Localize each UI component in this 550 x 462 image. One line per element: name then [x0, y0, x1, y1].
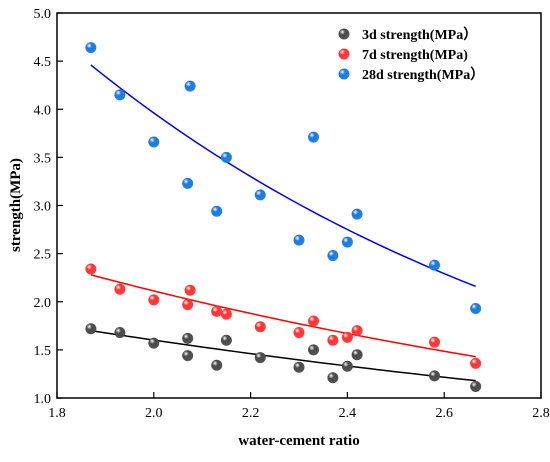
x-tick-label: 2.4: [339, 406, 357, 421]
y-tick-label: 1.0: [34, 392, 52, 407]
data-point: [429, 259, 441, 271]
x-tick-label: 2.0: [145, 406, 163, 421]
data-point: [184, 284, 196, 296]
y-axis: 1.0 1.5 2.0 2.5 3.0 3.5 4.0 4.5 5.0: [34, 7, 63, 407]
fit-lines: [90, 64, 476, 382]
data-point: [148, 294, 160, 306]
data-point: [470, 357, 482, 369]
data-point: [429, 370, 441, 382]
data-point: [114, 327, 126, 339]
data-point: [254, 352, 266, 364]
data-points: [85, 42, 482, 392]
y-tick-label: 2.5: [34, 248, 52, 263]
data-point: [211, 359, 223, 371]
data-point: [220, 151, 232, 163]
data-point: [85, 263, 97, 275]
y-tick-label: 4.0: [34, 103, 52, 118]
x-axis: 1.8 2.0 2.2 2.4 2.6 2.8: [48, 392, 550, 421]
data-point: [470, 302, 482, 314]
y-tick-label: 4.5: [34, 55, 52, 70]
data-point: [148, 337, 160, 349]
data-point: [327, 250, 339, 262]
data-point: [254, 321, 266, 333]
y-axis-title: strength(MPa): [8, 158, 24, 252]
data-point: [429, 336, 441, 348]
data-point: [341, 236, 353, 248]
data-point: [293, 234, 305, 246]
legend-marker: [338, 68, 350, 80]
legend-label: 28d strength(MPa）: [362, 67, 484, 83]
data-point: [351, 208, 363, 220]
data-point: [293, 327, 305, 339]
data-point: [85, 323, 97, 335]
data-point: [182, 299, 194, 311]
data-point: [114, 283, 126, 295]
data-point: [327, 334, 339, 346]
y-tick-label: 1.5: [34, 344, 52, 359]
data-point: [254, 189, 266, 201]
data-point: [211, 305, 223, 317]
fit-line: [90, 329, 476, 382]
data-point: [351, 325, 363, 337]
legend-marker: [338, 48, 350, 60]
x-tick-label: 2.8: [532, 406, 550, 421]
legend: 3d strength(MPa） 7d strength(MPa) 28d stre…: [338, 27, 484, 83]
data-point: [85, 42, 97, 54]
data-point: [184, 80, 196, 92]
data-point: [327, 372, 339, 384]
x-tick-label: 2.6: [435, 406, 453, 421]
data-point: [308, 344, 320, 356]
data-point: [308, 315, 320, 327]
data-point: [293, 361, 305, 373]
data-point: [148, 136, 160, 148]
y-tick-label: 2.0: [34, 296, 52, 311]
x-axis-title: water-cement ratio: [238, 433, 359, 449]
data-point: [220, 334, 232, 346]
legend-label: 7d strength(MPa): [362, 48, 468, 63]
data-point: [470, 380, 482, 392]
legend-marker: [338, 28, 350, 40]
data-point: [211, 205, 223, 217]
data-point: [341, 360, 353, 372]
fit-line: [90, 64, 476, 288]
y-tick-label: 3.5: [34, 151, 52, 166]
data-point: [341, 331, 353, 343]
data-point: [351, 349, 363, 361]
fit-line: [90, 274, 476, 358]
data-point: [182, 332, 194, 344]
data-point: [114, 89, 126, 101]
data-point: [220, 308, 232, 320]
data-point: [308, 131, 320, 143]
x-tick-label: 1.8: [48, 406, 66, 421]
y-tick-label: 5.0: [34, 7, 52, 22]
x-tick-label: 2.2: [242, 406, 260, 421]
data-point: [182, 177, 194, 189]
y-tick-label: 3.0: [34, 200, 52, 215]
data-point: [182, 350, 194, 362]
legend-label: 3d strength(MPa）: [362, 27, 477, 43]
